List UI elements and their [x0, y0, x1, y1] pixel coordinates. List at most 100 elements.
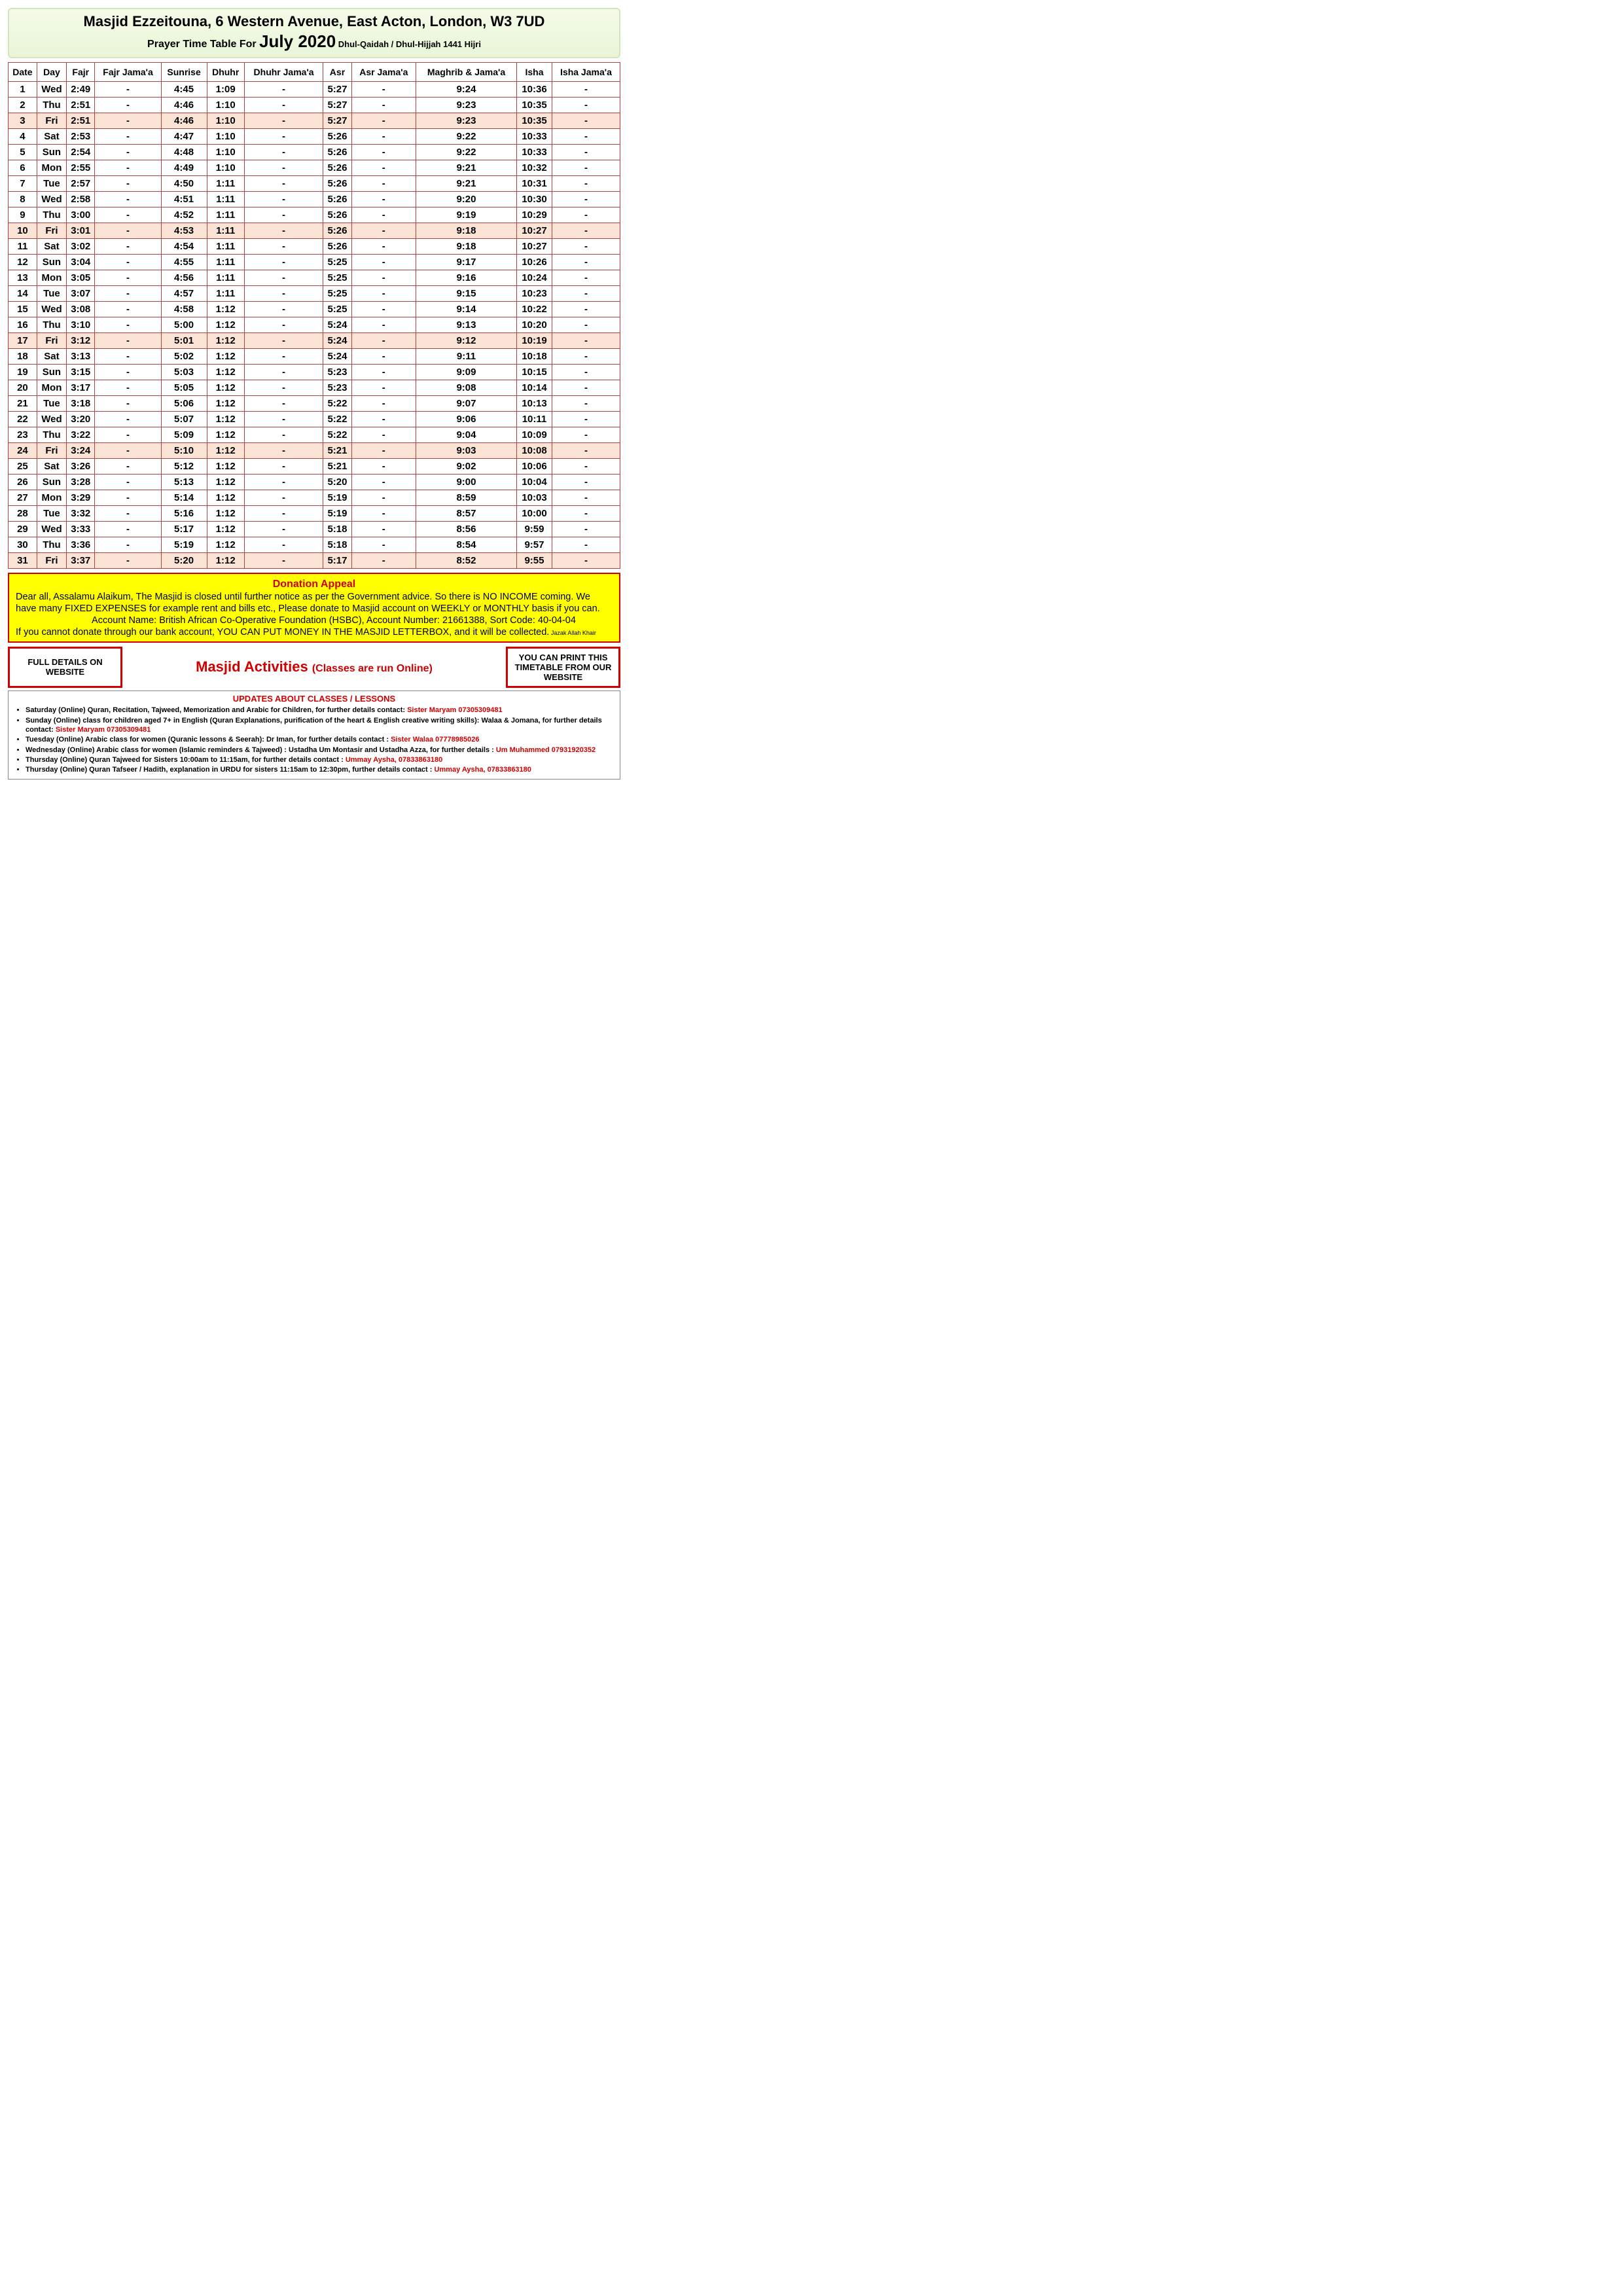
- col-header: Dhuhr Jama'a: [244, 63, 323, 82]
- cell: 1:12: [207, 553, 244, 569]
- cell: 3:01: [67, 223, 95, 239]
- cell: 9:03: [416, 443, 516, 459]
- cell: 10:36: [517, 82, 552, 98]
- updates-box: UPDATES ABOUT CLASSES / LESSONS Saturday…: [8, 691, 620, 780]
- cell: 5:22: [323, 396, 351, 412]
- cell: Wed: [37, 192, 66, 207]
- cell: 1:12: [207, 365, 244, 380]
- cell: Sun: [37, 255, 66, 270]
- table-row: 4Sat2:53-4:471:10-5:26-9:2210:33-: [9, 129, 620, 145]
- cell: -: [351, 475, 416, 490]
- col-header: Sunrise: [161, 63, 207, 82]
- cell: Fri: [37, 553, 66, 569]
- cell: 9:04: [416, 427, 516, 443]
- cell: 5:25: [323, 302, 351, 317]
- cell: 1:10: [207, 113, 244, 129]
- cell: 9:15: [416, 286, 516, 302]
- table-row: 12Sun3:04-4:551:11-5:25-9:1710:26-: [9, 255, 620, 270]
- cell: 5:23: [323, 380, 351, 396]
- cell: Wed: [37, 82, 66, 98]
- cell: 5:24: [323, 333, 351, 349]
- cell: 3:04: [67, 255, 95, 270]
- cell: 17: [9, 333, 37, 349]
- cell: 1:12: [207, 349, 244, 365]
- cell: -: [552, 160, 620, 176]
- cell: -: [351, 192, 416, 207]
- cell: 10:26: [517, 255, 552, 270]
- cell: -: [552, 255, 620, 270]
- updates-title: UPDATES ABOUT CLASSES / LESSONS: [14, 694, 615, 705]
- cell: 8: [9, 192, 37, 207]
- cell: 9:23: [416, 113, 516, 129]
- cell: 9:13: [416, 317, 516, 333]
- cell: -: [95, 537, 161, 553]
- cell: 5:23: [323, 365, 351, 380]
- cell: -: [351, 349, 416, 365]
- cell: -: [244, 98, 323, 113]
- table-row: 16Thu3:10-5:001:12-5:24-9:1310:20-: [9, 317, 620, 333]
- cell: 4:47: [161, 129, 207, 145]
- cell: Mon: [37, 490, 66, 506]
- cell: 31: [9, 553, 37, 569]
- cell: 2:51: [67, 98, 95, 113]
- cell: 29: [9, 522, 37, 537]
- cell: 5:25: [323, 255, 351, 270]
- cell: -: [244, 396, 323, 412]
- cell: 10:14: [517, 380, 552, 396]
- donation-title: Donation Appeal: [16, 578, 613, 591]
- cell: -: [552, 459, 620, 475]
- cell: 2:49: [67, 82, 95, 98]
- table-row: 13Mon3:05-4:561:11-5:25-9:1610:24-: [9, 270, 620, 286]
- table-row: 15Wed3:08-4:581:12-5:25-9:1410:22-: [9, 302, 620, 317]
- cell: -: [95, 317, 161, 333]
- cell: 10:23: [517, 286, 552, 302]
- cell: -: [552, 380, 620, 396]
- cell: -: [244, 160, 323, 176]
- cell: 3:33: [67, 522, 95, 537]
- cell: 3:32: [67, 506, 95, 522]
- cell: 10:20: [517, 317, 552, 333]
- cell: -: [244, 255, 323, 270]
- cell: -: [244, 286, 323, 302]
- cell: 1:10: [207, 98, 244, 113]
- update-item: Thursday (Online) Quran Tajweed for Sist…: [26, 755, 615, 764]
- cell: -: [95, 255, 161, 270]
- cell: Wed: [37, 522, 66, 537]
- cell: 5:25: [323, 286, 351, 302]
- cell: -: [95, 553, 161, 569]
- cell: 1:12: [207, 317, 244, 333]
- cell: -: [95, 82, 161, 98]
- cell: -: [351, 286, 416, 302]
- cell: 15: [9, 302, 37, 317]
- col-header: Date: [9, 63, 37, 82]
- cell: 26: [9, 475, 37, 490]
- cell: 5:24: [323, 349, 351, 365]
- cell: -: [244, 490, 323, 506]
- cell: 3:28: [67, 475, 95, 490]
- cell: 1:12: [207, 396, 244, 412]
- cell: Mon: [37, 160, 66, 176]
- cell: -: [351, 317, 416, 333]
- table-row: 14Tue3:07-4:571:11-5:25-9:1510:23-: [9, 286, 620, 302]
- cell: Thu: [37, 537, 66, 553]
- activities-title: Masjid Activities: [196, 658, 312, 675]
- cell: -: [351, 113, 416, 129]
- cell: -: [552, 443, 620, 459]
- cell: -: [95, 333, 161, 349]
- cell: 2:51: [67, 113, 95, 129]
- cell: 1: [9, 82, 37, 98]
- cell: 10:31: [517, 176, 552, 192]
- cell: -: [552, 192, 620, 207]
- cell: -: [95, 207, 161, 223]
- cell: -: [244, 239, 323, 255]
- header-box: Masjid Ezzeitouna, 6 Western Avenue, Eas…: [8, 8, 620, 58]
- cell: 9:22: [416, 129, 516, 145]
- cell: 9:22: [416, 145, 516, 160]
- cell: -: [244, 82, 323, 98]
- cell: -: [244, 317, 323, 333]
- cell: Sat: [37, 239, 66, 255]
- cell: 23: [9, 427, 37, 443]
- cell: -: [244, 207, 323, 223]
- cell: 10:19: [517, 333, 552, 349]
- cell: 3:20: [67, 412, 95, 427]
